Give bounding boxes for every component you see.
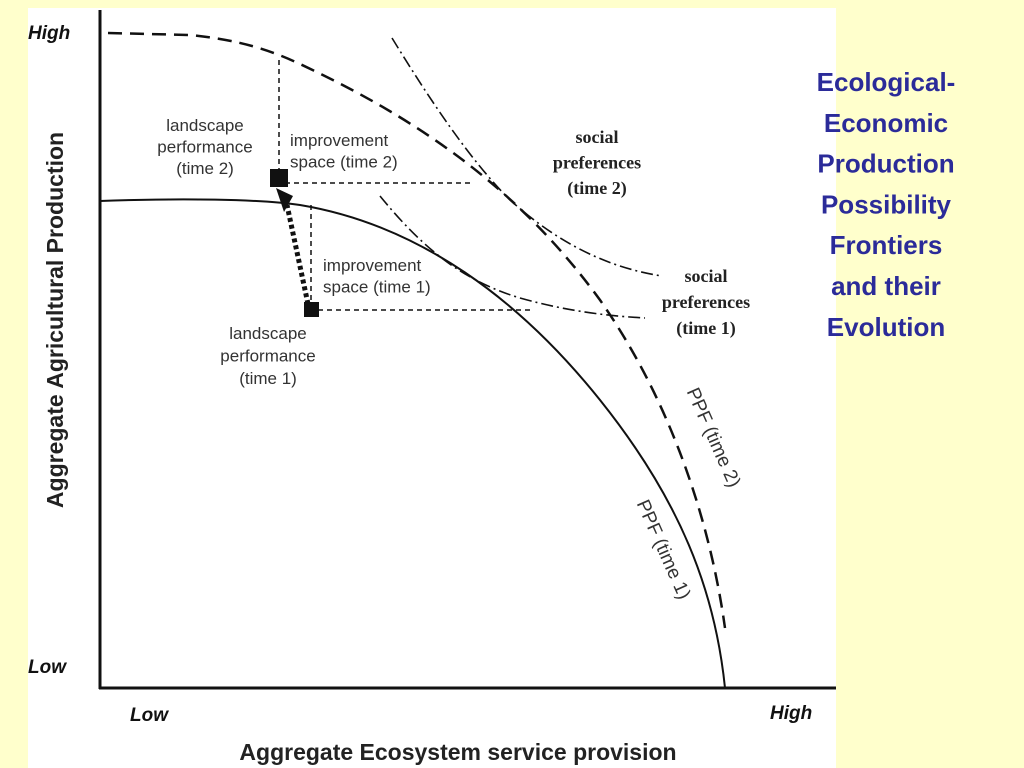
landscape-point-time2	[270, 169, 288, 187]
diagram-label: performance	[220, 347, 315, 366]
diagram-label: space (time 2)	[290, 153, 398, 172]
axis-end-label: Low	[130, 705, 169, 726]
axis-end-label: High	[770, 703, 812, 724]
ppf-time1-curve	[99, 198, 726, 689]
slide-title: Evolution	[827, 312, 945, 342]
diagram-label: improvement	[323, 256, 422, 275]
diagram-label: preferences	[553, 153, 641, 173]
diagram-label: performance	[157, 138, 252, 157]
diagram-label: preferences	[662, 292, 750, 312]
ppf-time2-curve	[107, 31, 727, 629]
diagram-panel	[28, 8, 836, 768]
diagram-label: space (time 1)	[323, 278, 431, 297]
slide-title: Production	[817, 149, 954, 179]
diagram-label: (time 2)	[567, 178, 626, 199]
social-preferences-time2-curve	[391, 37, 663, 277]
diagram-label: social	[685, 266, 728, 286]
slide-title: Frontiers	[830, 230, 943, 260]
diagram-label: improvement	[290, 131, 389, 150]
landscape-point-time1	[304, 302, 319, 317]
axis-end-label: High	[28, 23, 70, 44]
diagram-label: (time 2)	[176, 159, 234, 178]
axis-end-label: Low	[28, 657, 67, 678]
evolution-arrow	[284, 204, 311, 305]
social-preferences-time1-curve	[379, 195, 646, 319]
slide-title: Ecological-	[817, 67, 956, 97]
diagram-label: social	[576, 127, 619, 147]
arrow-head	[276, 188, 293, 212]
diagram-label: landscape	[166, 116, 244, 135]
slide-title: Economic	[824, 108, 948, 138]
axis-title: Aggregate Ecosystem service provision	[239, 739, 676, 765]
slide-title: and their	[831, 271, 941, 301]
axis-title: Aggregate Agricultural Production	[42, 132, 68, 508]
diagram-label: (time 1)	[676, 318, 735, 339]
slide-title: Possibility	[821, 189, 952, 219]
diagram-label: (time 1)	[239, 369, 297, 388]
diagram-label: landscape	[229, 324, 307, 343]
